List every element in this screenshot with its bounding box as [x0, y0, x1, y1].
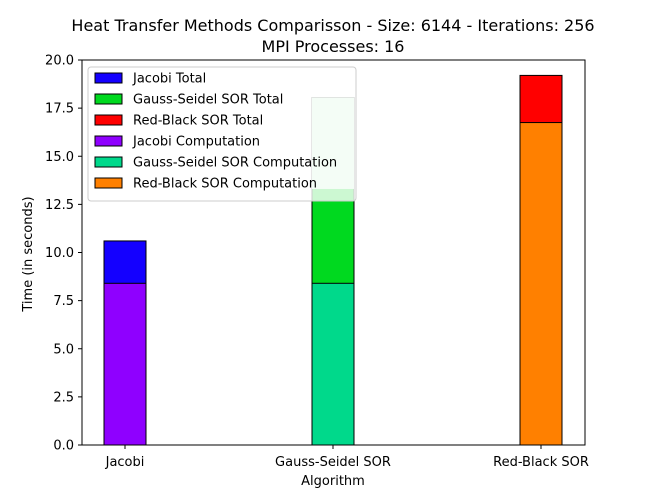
x-tick-label: Jacobi: [105, 455, 145, 470]
legend-swatch-jacobi-computation: [94, 135, 123, 147]
legend-swatch-gauss-seidel-sor-computation: [94, 156, 123, 168]
y-tick-label: 10.0: [45, 246, 74, 261]
y-tick-label: 12.5: [45, 198, 74, 213]
y-axis-label: Time (in seconds): [21, 196, 36, 312]
legend-swatch-red-black-sor-computation: [94, 177, 123, 189]
bars-group: [103, 74, 563, 446]
legend-label-jacobi-total: Jacobi Total: [132, 72, 206, 87]
bar-red-black-sor-computation: [519, 122, 563, 446]
x-tick-label: Gauss-Seidel SOR: [275, 455, 391, 470]
x-axis-label: Algorithm: [301, 474, 365, 489]
bar-gauss-seidel-sor-computation: [311, 282, 355, 446]
y-tick-label: 2.5: [53, 390, 74, 405]
legend-swatch-red-black-sor-total: [94, 114, 123, 126]
legend-label-gauss-seidel-sor-computation: Gauss-Seidel SOR Computation: [133, 156, 337, 171]
y-tick-label: 20.0: [45, 54, 74, 69]
chart-title-line2: MPI Processes: 16: [262, 37, 405, 56]
legend-label-red-black-sor-total: Red-Black SOR Total: [133, 114, 263, 129]
legend-swatch-jacobi-total: [94, 72, 123, 84]
y-tick-label: 0.0: [53, 439, 74, 454]
legend-frame: [87, 66, 357, 202]
legend-swatch-gauss-seidel-sor-total: [94, 93, 123, 105]
legend-label-jacobi-computation: Jacobi Computation: [132, 135, 260, 150]
legend-label-red-black-sor-computation: Red-Black SOR Computation: [133, 177, 317, 192]
legend-label-gauss-seidel-sor-total: Gauss-Seidel SOR Total: [133, 93, 283, 108]
chart-title-line1: Heat Transfer Methods Comparisson - Size…: [71, 16, 594, 35]
y-tick-label: 5.0: [53, 342, 74, 357]
x-tick-label: Red-Black SOR: [493, 455, 589, 470]
y-tick-label: 7.5: [53, 294, 74, 309]
legend: Jacobi Total Gauss-Seidel SOR Total Red-Bl…: [87, 66, 357, 202]
y-tick-label: 17.5: [45, 102, 74, 117]
y-tick-label: 15.0: [45, 150, 74, 165]
bar-jacobi-computation: [103, 282, 147, 446]
axes-group: 0.0 2.5 5.0 7.5 10.0 12.5 15.0 17.5 20.0 Jacobi Ga…: [45, 54, 589, 471]
